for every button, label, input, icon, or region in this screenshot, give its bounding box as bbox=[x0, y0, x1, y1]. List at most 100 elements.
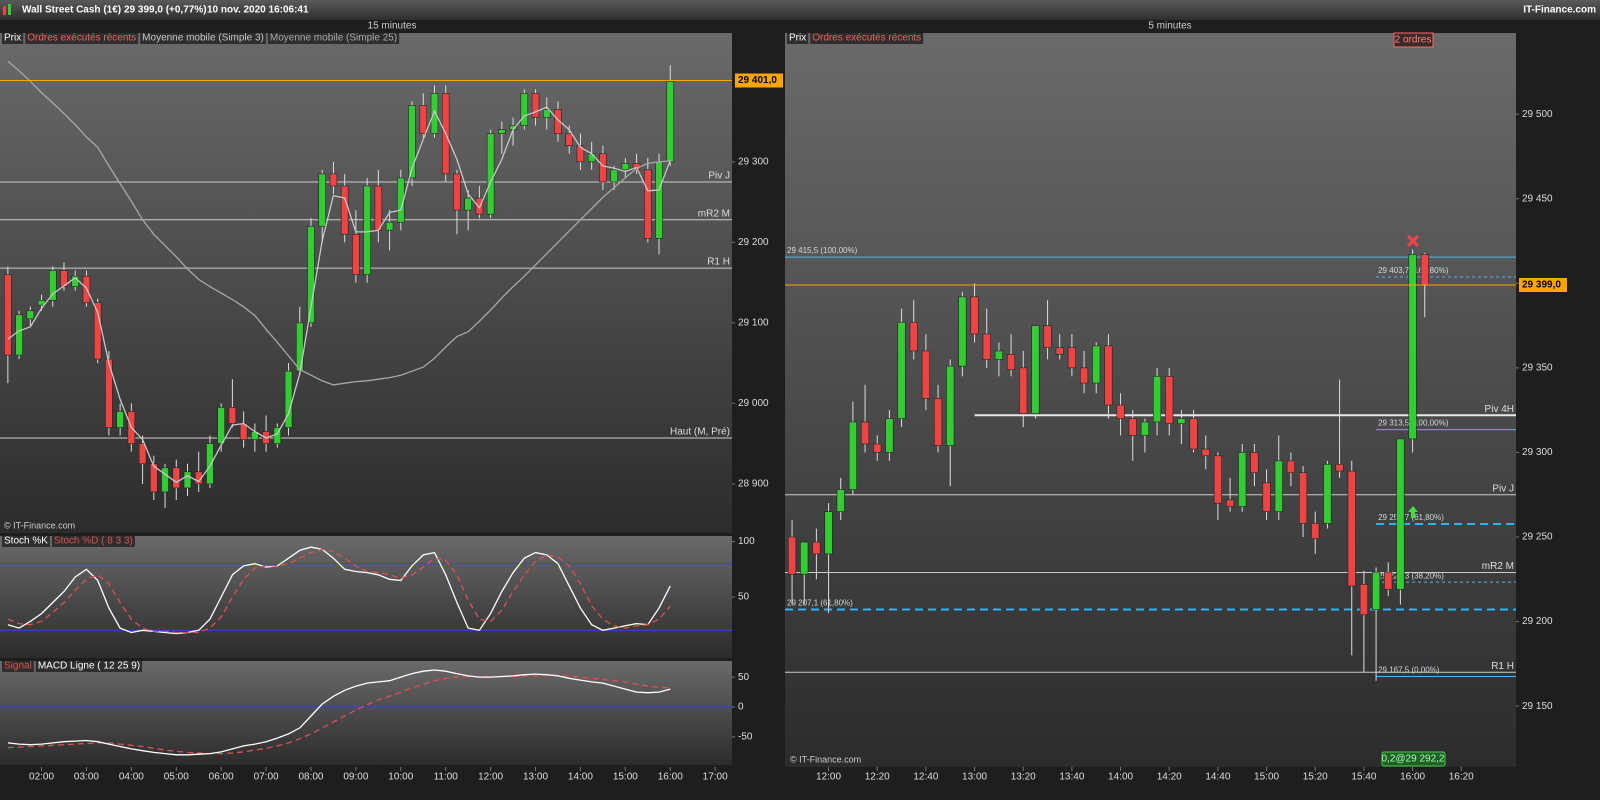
candle-body bbox=[1238, 452, 1247, 507]
x-tick-label: 13:20 bbox=[1011, 772, 1036, 783]
candle-body bbox=[542, 109, 551, 118]
legend-entry: Prix bbox=[789, 33, 806, 44]
y-tick-label: 29 200 bbox=[1522, 616, 1553, 627]
candle-body bbox=[587, 153, 596, 163]
candle-body bbox=[1055, 347, 1064, 355]
level-label: Piv J bbox=[708, 171, 730, 182]
legend-box bbox=[51, 536, 135, 547]
candle-body bbox=[374, 185, 383, 231]
candle-body bbox=[1128, 418, 1137, 436]
order-marker[interactable] bbox=[1406, 234, 1420, 248]
orders-badge[interactable] bbox=[1393, 32, 1434, 48]
candle-body bbox=[1250, 452, 1259, 474]
series-line bbox=[7, 669, 671, 756]
legend-box bbox=[267, 33, 400, 44]
level-label: 29 415,5 (100,00%) bbox=[787, 246, 858, 255]
x-tick-label: 12:40 bbox=[913, 772, 938, 783]
candle-body bbox=[1177, 418, 1186, 424]
x-tick-label: 10:00 bbox=[388, 772, 413, 783]
legend-entry: Signal bbox=[4, 661, 32, 672]
candle-body bbox=[408, 105, 416, 179]
legend-box bbox=[2, 661, 34, 672]
candle-body bbox=[37, 300, 46, 306]
top-bar bbox=[0, 0, 1600, 20]
icon bbox=[8, 4, 11, 15]
panel-bg bbox=[0, 33, 732, 533]
candle-body bbox=[498, 129, 506, 134]
x-tick-label: 03:00 bbox=[74, 772, 99, 783]
y-tick-label: 50 bbox=[738, 672, 750, 683]
candle-body bbox=[1299, 472, 1308, 524]
x-tick-label: 16:00 bbox=[1400, 772, 1425, 783]
candle-body bbox=[161, 467, 169, 493]
x-tick-label: 07:00 bbox=[254, 772, 279, 783]
legend-box bbox=[810, 33, 924, 44]
y-tick-label: 29 200 bbox=[738, 237, 769, 248]
candle-body bbox=[363, 185, 371, 275]
level-label: R1 H bbox=[707, 257, 730, 268]
candle-body bbox=[1043, 325, 1052, 348]
candle-body bbox=[1213, 455, 1222, 504]
candle-body bbox=[800, 541, 809, 575]
y-tick-label: 29 000 bbox=[738, 398, 769, 409]
candle-body bbox=[397, 177, 405, 223]
legend-entry: Moyenne mobile (Simple 3) bbox=[142, 33, 264, 44]
x-tick-label: 14:20 bbox=[1157, 772, 1182, 783]
level-label: Haut (M, Pré) bbox=[670, 427, 730, 438]
x-tick-label: 04:00 bbox=[119, 772, 144, 783]
panel-title: 5 minutes bbox=[1148, 21, 1191, 32]
brand: IT-Finance.com bbox=[1523, 5, 1596, 16]
candle-body bbox=[1347, 470, 1356, 587]
level-label: 29 223,3 (38,20%) bbox=[1378, 571, 1444, 580]
candle-body bbox=[994, 350, 1003, 360]
candle-body bbox=[352, 233, 360, 275]
candle-body bbox=[419, 105, 428, 134]
legend-box bbox=[2, 536, 50, 547]
candle-body bbox=[958, 296, 967, 367]
last-price-label: 29 401,0 bbox=[738, 75, 777, 86]
x-tick-label: 13:00 bbox=[962, 772, 987, 783]
candle-body bbox=[1335, 463, 1344, 472]
candle-body bbox=[666, 81, 675, 163]
order-marker[interactable] bbox=[1408, 506, 1418, 518]
last-price-tag bbox=[735, 73, 783, 88]
candle-body bbox=[26, 310, 35, 320]
candle-body bbox=[970, 296, 979, 335]
legend-box bbox=[35, 661, 143, 672]
candle-body bbox=[329, 173, 338, 187]
candle-body bbox=[824, 511, 833, 555]
series-line bbox=[7, 60, 671, 386]
y-tick-label: 29 450 bbox=[1522, 193, 1553, 204]
candle-body bbox=[836, 489, 845, 512]
datetime: 10 nov. 2020 16:06:41 bbox=[207, 5, 309, 16]
candle-body bbox=[946, 365, 955, 446]
candle-body bbox=[1201, 448, 1210, 457]
x-tick-label: 14:40 bbox=[1205, 772, 1230, 783]
level-label: mR2 M bbox=[1482, 561, 1514, 572]
candle-body bbox=[873, 443, 882, 453]
candle-body bbox=[1372, 572, 1381, 611]
candle-body bbox=[787, 536, 797, 575]
candle-body bbox=[1019, 367, 1028, 414]
candle-body bbox=[531, 93, 540, 118]
legend-box bbox=[25, 33, 139, 44]
candle-body bbox=[318, 173, 326, 227]
overlays: 2 ordres 0,2@29 292,2 bbox=[1381, 32, 1446, 767]
candle-body bbox=[1006, 354, 1016, 370]
y-tick-label: 28 900 bbox=[738, 479, 769, 490]
fill-badge[interactable] bbox=[1381, 751, 1446, 767]
candle-body bbox=[1226, 499, 1235, 507]
candle-body bbox=[921, 350, 930, 399]
candle-body bbox=[4, 274, 12, 356]
candle-body bbox=[1262, 482, 1271, 512]
y-tick-label: 29 300 bbox=[1522, 447, 1553, 458]
watermark: © IT-Finance.com bbox=[790, 754, 861, 764]
panel-bg bbox=[0, 661, 732, 765]
candle-body bbox=[933, 398, 943, 446]
candle-body bbox=[486, 133, 495, 215]
legend-entry: Moyenne mobile (Simple 25) bbox=[270, 33, 397, 44]
legend-box bbox=[140, 33, 266, 44]
candle-body bbox=[228, 407, 237, 424]
